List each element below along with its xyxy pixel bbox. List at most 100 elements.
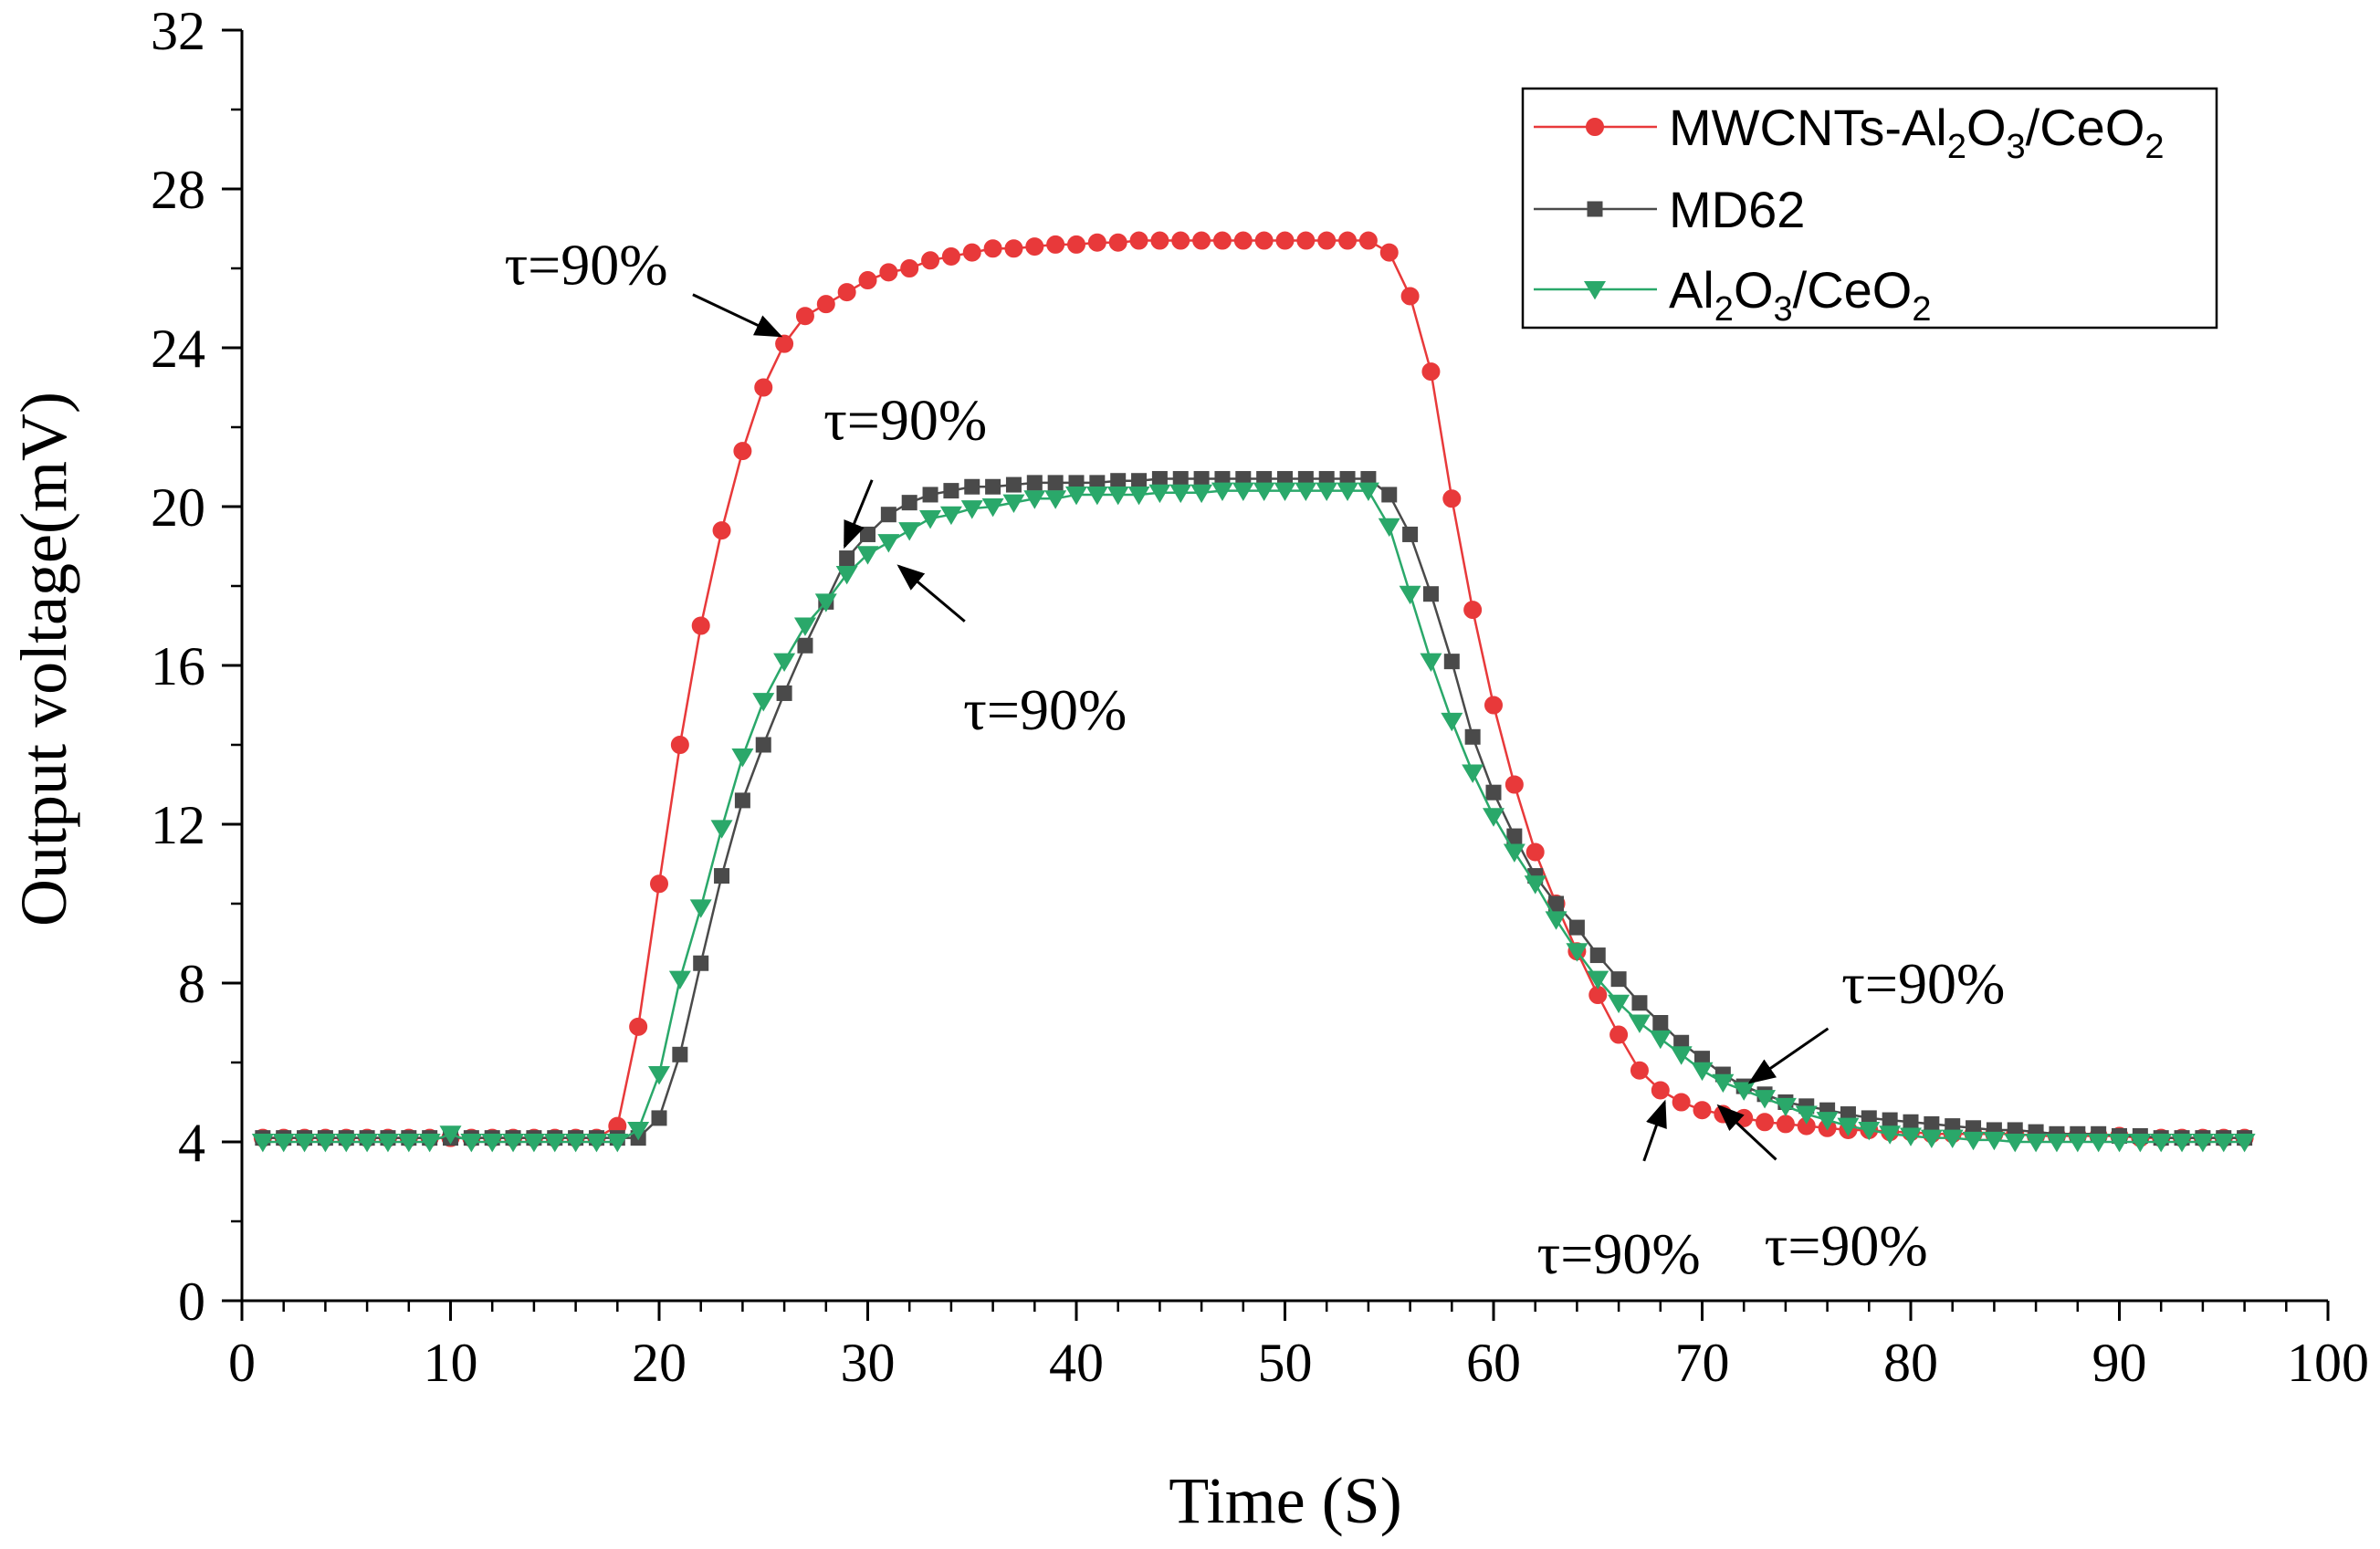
- data-point: [1026, 475, 1043, 491]
- legend-entry-0: MWCNTs-Al2O3/CeO2: [1534, 99, 2165, 166]
- data-point: [1004, 239, 1023, 258]
- data-point: [1566, 943, 1588, 962]
- legend-marker: [1586, 118, 1604, 136]
- data-point: [1296, 231, 1316, 250]
- data-point: [356, 1134, 379, 1153]
- data-point: [1087, 233, 1106, 252]
- data-point: [1420, 653, 1442, 673]
- data-point: [793, 617, 816, 636]
- legend-subscript: 2: [1714, 290, 1734, 329]
- data-point: [251, 1134, 274, 1153]
- data-point: [1150, 231, 1169, 250]
- annotation-arrow: [896, 564, 966, 623]
- data-point: [1192, 231, 1211, 250]
- legend-subscript: 3: [1774, 290, 1793, 329]
- data-point: [1795, 1105, 1818, 1125]
- data-point: [460, 1134, 483, 1153]
- data-point: [1879, 1125, 1902, 1145]
- series-line: [262, 477, 2245, 1139]
- legend-subscript: 3: [2007, 128, 2026, 166]
- data-point: [585, 1134, 608, 1153]
- data-point: [2087, 1134, 2110, 1153]
- data-point: [835, 565, 858, 585]
- data-point: [922, 487, 938, 503]
- data-point: [272, 1134, 295, 1153]
- data-point: [1816, 1112, 1839, 1131]
- y-tick-label: 24: [151, 319, 205, 379]
- data-point: [1610, 971, 1627, 988]
- data-point: [1171, 231, 1190, 250]
- data-point: [837, 283, 856, 302]
- data-point: [880, 507, 896, 523]
- data-point: [981, 498, 1004, 518]
- data-point: [335, 1134, 358, 1153]
- data-point: [898, 522, 921, 541]
- data-point: [564, 1134, 587, 1153]
- data-point: [921, 251, 940, 270]
- data-point: [1609, 1025, 1629, 1044]
- data-point: [900, 259, 919, 277]
- legend-label: Al2O3/CeO2: [1669, 261, 1931, 329]
- data-point: [627, 1121, 650, 1141]
- x-tick-label: 100: [2287, 1333, 2369, 1393]
- data-point: [1108, 233, 1127, 252]
- data-point: [1317, 231, 1337, 250]
- legend-label: MD62: [1669, 181, 1805, 238]
- data-point: [1253, 482, 1275, 501]
- legend-text: /CeO: [1793, 261, 1913, 319]
- data-point: [1131, 473, 1148, 489]
- data-point: [1548, 895, 1565, 912]
- y-tick-label: 8: [178, 954, 205, 1014]
- data-point: [901, 495, 917, 511]
- data-point: [1463, 601, 1483, 620]
- data-point: [856, 546, 879, 565]
- data-point: [983, 239, 1002, 258]
- data-point: [1422, 586, 1439, 602]
- data-point: [502, 1134, 525, 1153]
- data-point: [1545, 911, 1567, 930]
- data-point: [1337, 482, 1359, 501]
- data-point: [1900, 1127, 1922, 1146]
- annotation-arrow: [692, 293, 783, 338]
- data-point: [1464, 728, 1481, 745]
- data-point: [691, 616, 710, 635]
- data-point: [816, 295, 835, 314]
- data-point: [1858, 1121, 1881, 1141]
- data-point: [754, 378, 773, 397]
- data-point: [939, 506, 962, 526]
- data-point: [919, 510, 942, 529]
- x-tick-label: 10: [424, 1333, 478, 1393]
- data-point: [1295, 482, 1317, 501]
- y-tick-label: 28: [151, 160, 205, 220]
- data-point: [668, 970, 691, 990]
- legend-text: /CeO: [2026, 99, 2145, 156]
- series-line: [262, 489, 2245, 1144]
- data-point: [1712, 1073, 1735, 1094]
- legend-text: O: [1966, 99, 2007, 156]
- data-point: [1484, 696, 1503, 715]
- data-point: [731, 748, 754, 768]
- data-point: [1693, 1101, 1712, 1120]
- data-point: [964, 478, 980, 495]
- data-point: [1631, 995, 1648, 1011]
- data-point: [839, 550, 855, 567]
- data-point: [1358, 231, 1378, 250]
- annotation-label: τ=90%: [1765, 1213, 1928, 1278]
- legend-text: MD62: [1669, 181, 1805, 238]
- annotation-arrow: [1747, 1027, 1830, 1084]
- x-tick-label: 0: [228, 1333, 256, 1393]
- annotation-arrow: [1716, 1104, 1777, 1161]
- data-point: [712, 521, 731, 540]
- data-point: [1630, 1061, 1649, 1080]
- data-point: [1254, 231, 1274, 250]
- data-point: [2129, 1134, 2152, 1153]
- data-point: [1962, 1131, 1985, 1151]
- data-point: [293, 1134, 316, 1153]
- legend-subscript: 2: [1947, 128, 1966, 166]
- data-point: [522, 1134, 545, 1153]
- data-point: [1651, 1081, 1670, 1100]
- data-point: [1129, 231, 1148, 250]
- legend-entry-2: Al2O3/CeO2: [1534, 261, 1931, 329]
